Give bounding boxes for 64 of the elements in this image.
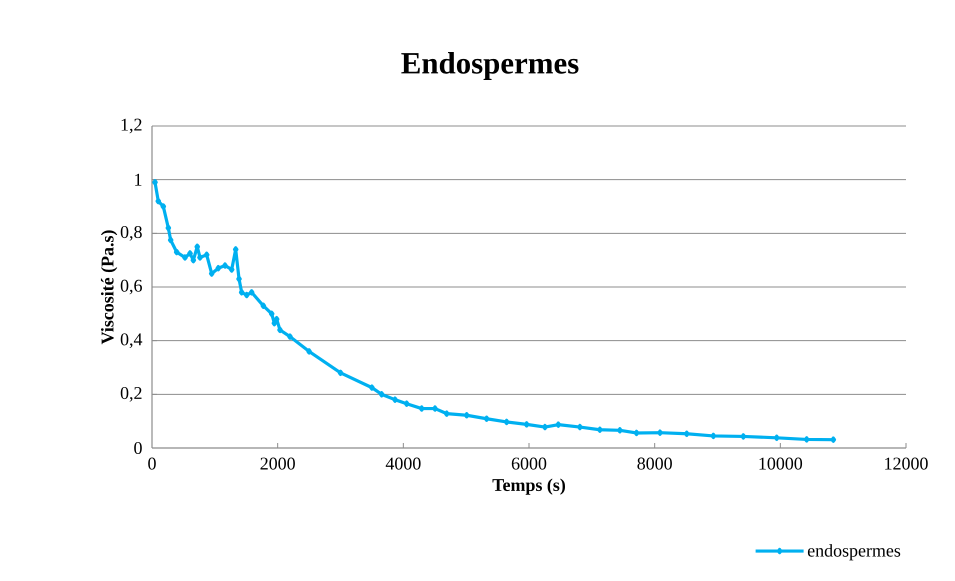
point bbox=[830, 436, 836, 443]
point bbox=[248, 289, 254, 296]
point bbox=[392, 396, 398, 403]
x-tick-label: 2000 bbox=[260, 458, 295, 470]
point bbox=[155, 198, 162, 204]
point bbox=[174, 248, 180, 256]
x-tick-label: 8000 bbox=[637, 458, 672, 470]
point bbox=[197, 254, 203, 261]
point bbox=[160, 203, 166, 210]
point bbox=[182, 254, 188, 261]
point bbox=[287, 333, 293, 340]
x-tick-label: 10000 bbox=[760, 458, 802, 470]
point bbox=[228, 266, 234, 273]
point bbox=[634, 430, 640, 436]
point bbox=[432, 405, 438, 412]
point bbox=[222, 262, 228, 269]
y-tick-label: 0,8 bbox=[120, 226, 142, 241]
point bbox=[338, 370, 344, 376]
point bbox=[152, 179, 158, 186]
y-tick-label: 0,2 bbox=[120, 386, 142, 402]
point bbox=[268, 310, 274, 318]
point bbox=[444, 410, 450, 417]
point bbox=[208, 270, 214, 277]
point bbox=[236, 276, 242, 282]
y-tick-label: 1 bbox=[135, 174, 142, 186]
y-tick-label: 0 bbox=[134, 442, 142, 454]
point bbox=[524, 421, 530, 428]
point bbox=[369, 384, 375, 391]
legend-label: endospermes bbox=[808, 544, 900, 560]
point bbox=[597, 426, 603, 433]
point bbox=[484, 416, 490, 422]
point bbox=[244, 292, 250, 298]
point bbox=[418, 405, 424, 412]
point bbox=[740, 433, 746, 440]
y-tick-label: 1,2 bbox=[122, 118, 142, 134]
x-tick-label: 4000 bbox=[386, 458, 421, 470]
point bbox=[187, 250, 193, 257]
x-tick-label: 0 bbox=[148, 458, 156, 470]
point bbox=[404, 400, 410, 407]
x-axis-title: Temps (s) bbox=[492, 478, 565, 495]
point bbox=[306, 348, 312, 355]
x-tick-label: 6000 bbox=[512, 458, 546, 470]
point bbox=[168, 236, 174, 244]
point bbox=[260, 302, 266, 309]
point bbox=[804, 436, 810, 443]
point bbox=[215, 265, 222, 272]
point bbox=[504, 418, 510, 426]
point bbox=[657, 430, 663, 436]
point bbox=[542, 424, 548, 430]
y-tick-label: 0,4 bbox=[120, 333, 142, 348]
point bbox=[378, 391, 384, 398]
point bbox=[238, 289, 244, 296]
point bbox=[555, 421, 562, 428]
y-tick-label: 0,6 bbox=[120, 280, 142, 294]
point bbox=[617, 427, 623, 434]
chart-title: Endospermes bbox=[401, 52, 578, 80]
y-axis-title: Viscosité (Pa.s) bbox=[100, 230, 118, 344]
point bbox=[166, 224, 172, 232]
x-tick-label: 12000 bbox=[885, 458, 928, 470]
point bbox=[204, 252, 210, 258]
point bbox=[577, 424, 583, 430]
point bbox=[277, 326, 283, 334]
point bbox=[464, 412, 470, 418]
point bbox=[710, 432, 716, 440]
